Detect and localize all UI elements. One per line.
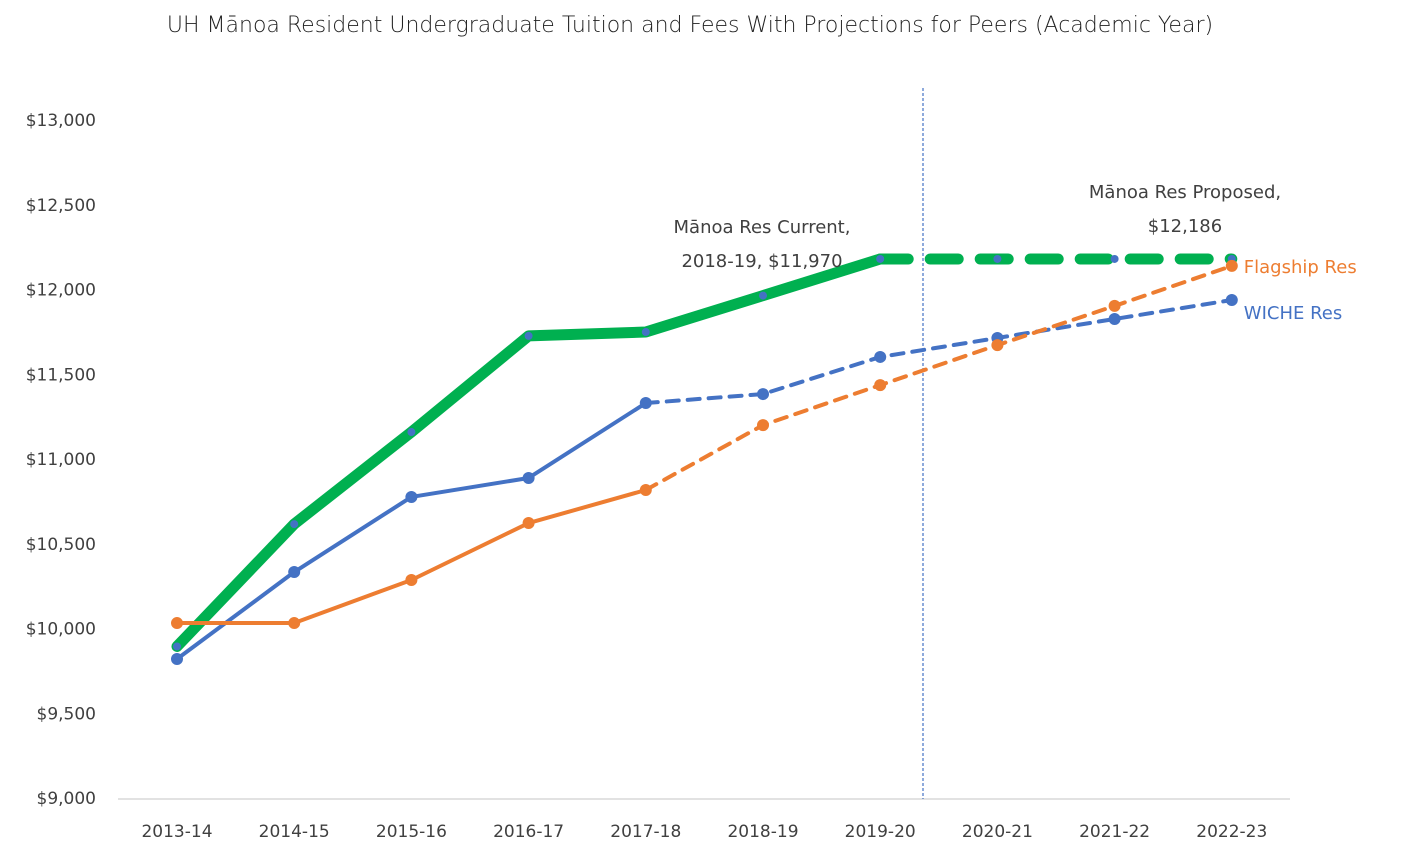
point — [1225, 259, 1238, 272]
point — [173, 642, 181, 651]
x-tick-label: 2020-21 — [962, 822, 1033, 842]
y-tick-label: $13,000 — [26, 111, 96, 131]
point — [757, 388, 769, 401]
annotation: Mānoa Res Current, — [674, 217, 851, 238]
point — [993, 254, 1002, 263]
point — [757, 419, 769, 432]
point — [1108, 312, 1121, 325]
line-actual — [175, 401, 648, 661]
x-tick-label: 2017-18 — [610, 822, 681, 842]
point — [522, 471, 535, 484]
line-projected — [643, 263, 1234, 493]
point — [1110, 254, 1119, 263]
point — [405, 490, 418, 503]
y-tick-label: $11,000 — [26, 450, 96, 470]
line-actual — [175, 488, 648, 626]
y-tick-label: $10,000 — [26, 620, 96, 640]
point — [874, 379, 887, 392]
y-tick-label: $12,500 — [26, 196, 96, 216]
point — [639, 484, 652, 497]
x-tick-label: 2014-15 — [259, 822, 330, 842]
x-tick-label: 2021-22 — [1079, 822, 1150, 842]
y-tick-label: $9,000 — [37, 789, 96, 809]
point — [1225, 293, 1238, 306]
chart-title: UH Mānoa Resident Undergraduate Tuition … — [167, 13, 1213, 38]
y-tick-label: $9,500 — [37, 704, 96, 724]
annotation: $12,186 — [1148, 216, 1222, 237]
point — [641, 328, 650, 337]
point — [290, 520, 299, 529]
point — [1108, 299, 1121, 312]
point — [759, 291, 767, 300]
x-tick-label: 2015-16 — [376, 822, 447, 842]
y-tick-label: $11,500 — [26, 365, 96, 385]
x-tick-label: 2016-17 — [493, 822, 564, 842]
x-tick-label: 2018-19 — [727, 822, 798, 842]
point — [874, 350, 887, 363]
y-tick-label: $12,000 — [26, 281, 96, 301]
line-actual — [171, 253, 886, 652]
y-tick-label: $10,500 — [26, 535, 96, 555]
annotation: 2018-19, $11,970 — [681, 251, 842, 272]
line-projected — [643, 297, 1234, 406]
x-tick-label: 2022-23 — [1196, 822, 1267, 842]
point — [288, 617, 301, 630]
point — [171, 617, 183, 630]
series-label: WICHE Res — [1244, 303, 1342, 324]
point — [288, 566, 301, 579]
point — [639, 397, 652, 410]
series-label: Flagship Res — [1244, 257, 1357, 278]
point — [991, 339, 1004, 352]
point — [171, 652, 183, 665]
point — [522, 517, 535, 530]
x-tick-label: 2013-14 — [141, 822, 212, 842]
point — [405, 574, 418, 587]
x-tick-label: 2019-20 — [845, 822, 916, 842]
point — [407, 428, 416, 437]
annotation: Mānoa Res Proposed, — [1089, 182, 1281, 203]
point — [524, 331, 533, 340]
point — [876, 254, 885, 263]
